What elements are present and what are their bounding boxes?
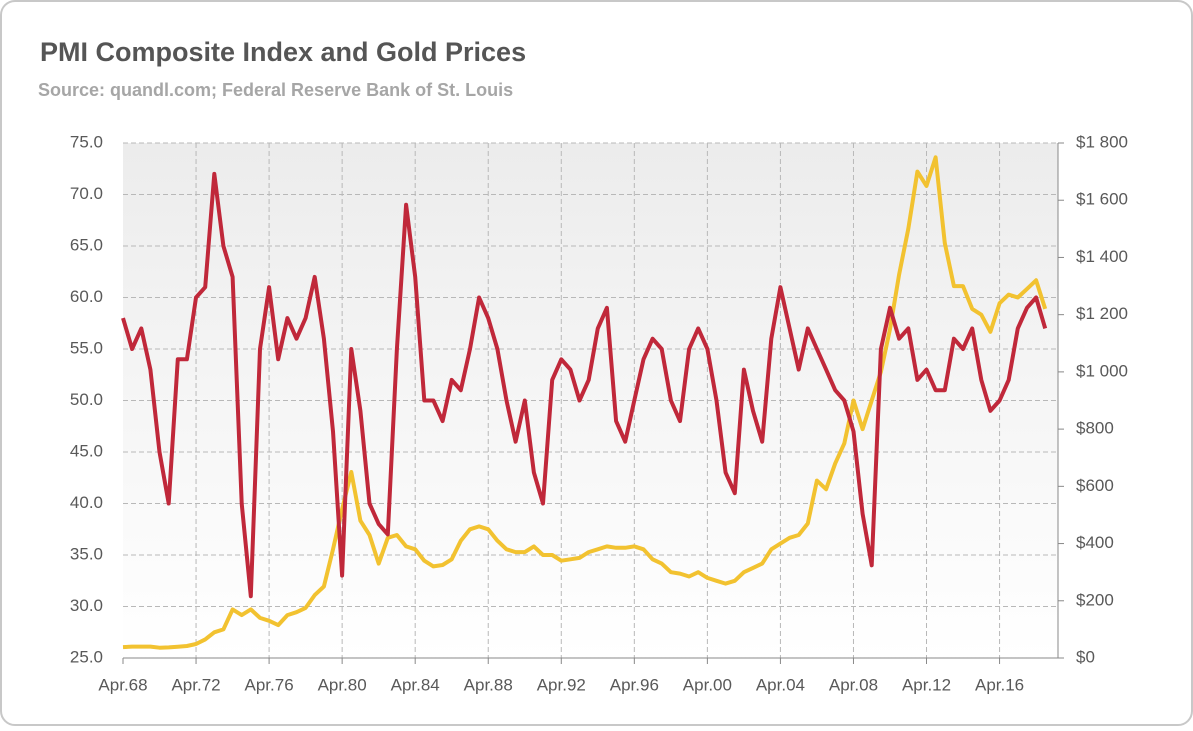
x-tick-label: Apr.84	[391, 675, 440, 694]
y-tick-label: 25.0	[70, 647, 103, 666]
x-tick-label: Apr.04	[756, 675, 805, 694]
y-tick-label: 60.0	[70, 287, 103, 306]
y2-tick-label: $600	[1076, 476, 1114, 495]
x-tick-label: Apr.00	[683, 675, 732, 694]
y2-tick-label: $1 600	[1076, 190, 1128, 209]
x-tick-label: Apr.92	[537, 675, 586, 694]
x-tick-label: Apr.16	[975, 675, 1024, 694]
chart-title: PMI Composite Index and Gold Prices	[40, 37, 526, 67]
y-tick-label: 55.0	[70, 338, 103, 357]
x-tick-label: Apr.12	[902, 675, 951, 694]
y-tick-label: 65.0	[70, 235, 103, 254]
y2-tick-label: $1 800	[1076, 132, 1128, 151]
y-tick-label: 50.0	[70, 390, 103, 409]
y2-tick-label: $1 000	[1076, 361, 1128, 380]
y2-tick-label: $1 200	[1076, 304, 1128, 323]
x-tick-label: Apr.96	[610, 675, 659, 694]
x-tick-label: Apr.68	[98, 675, 147, 694]
y-tick-label: 30.0	[70, 596, 103, 615]
y2-tick-label: $1 400	[1076, 247, 1128, 266]
y-tick-label: 40.0	[70, 493, 103, 512]
x-tick-label: Apr.88	[464, 675, 513, 694]
chart-subtitle: Source: quandl.com; Federal Reserve Bank…	[38, 80, 513, 100]
data-line	[121, 171, 1048, 599]
x-tick-label: Apr.80	[318, 675, 367, 694]
y-tick-label: 75.0	[70, 132, 103, 151]
y2-tick-label: $400	[1076, 533, 1114, 552]
x-tick-label: Apr.76	[245, 675, 294, 694]
x-tick-label: Apr.72	[171, 675, 220, 694]
y2-tick-label: $800	[1076, 419, 1114, 438]
y-tick-label: 70.0	[70, 184, 103, 203]
y2-tick-label: $0	[1076, 647, 1095, 666]
y2-tick-label: $200	[1076, 590, 1114, 609]
x-tick-label: Apr.08	[829, 675, 878, 694]
y-tick-label: 45.0	[70, 441, 103, 460]
y-tick-label: 35.0	[70, 544, 103, 563]
